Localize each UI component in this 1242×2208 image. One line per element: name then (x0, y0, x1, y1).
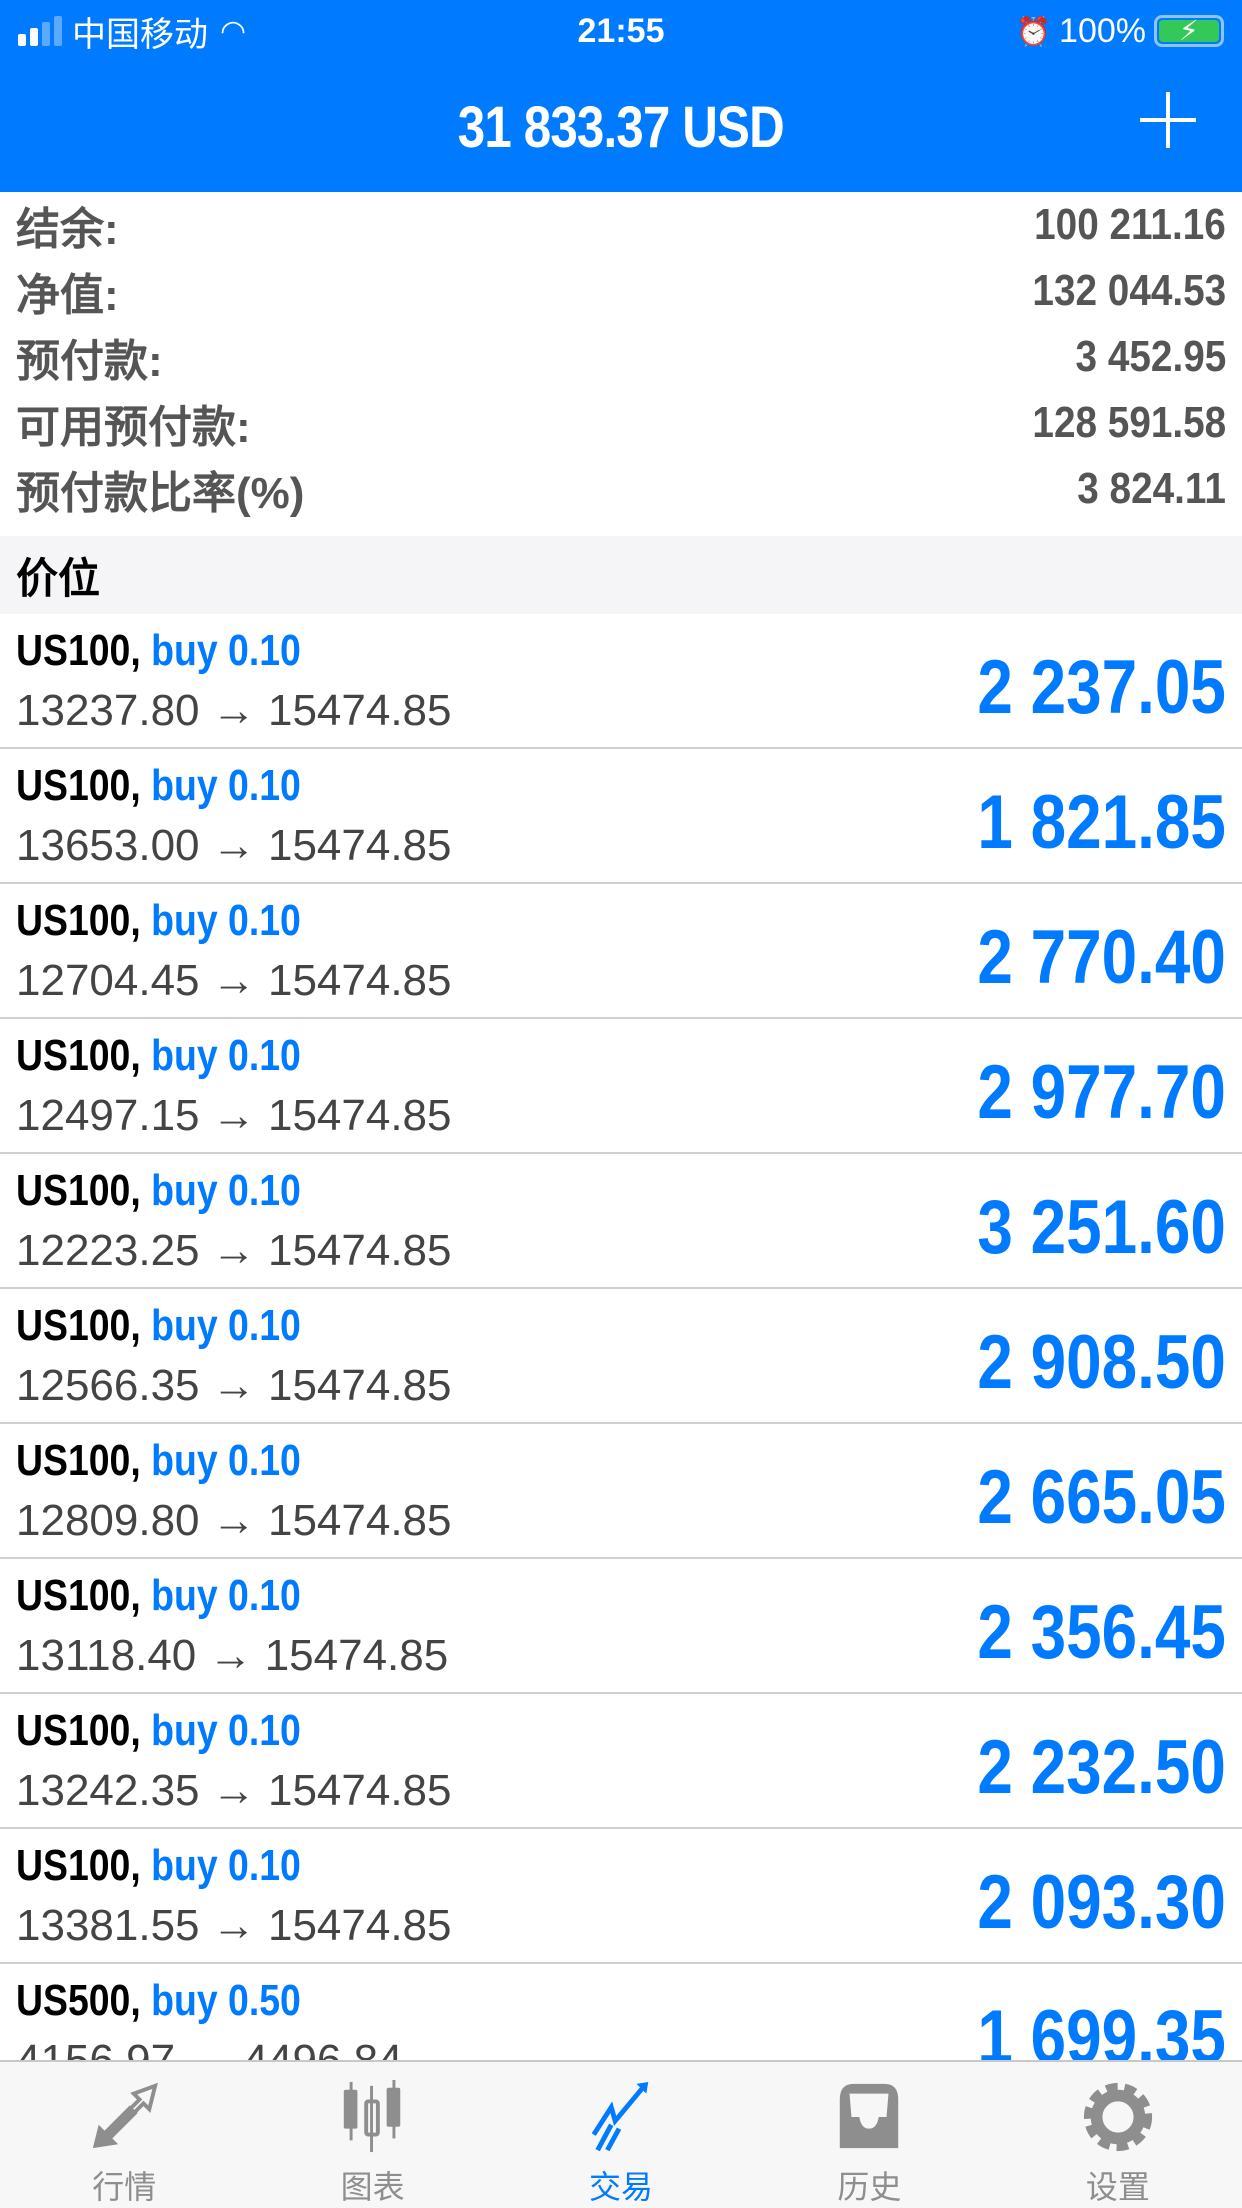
position-prices: 12566.35 → 15474.85 (16, 1361, 452, 1410)
position-side: buy 0.10 (151, 1706, 301, 1755)
position-row[interactable]: US100, buy 0.10 13653.00 → 15474.85 1 821.… (0, 749, 1242, 884)
tab-quotes[interactable]: 行情 (0, 2062, 248, 2208)
tab-label: 交易 (589, 2169, 654, 2205)
summary-row: 净值: 132 044.53 (16, 258, 1226, 324)
alarm-icon: ⏰ (1016, 15, 1052, 47)
position-symbol: US100, (16, 1571, 141, 1620)
summary-value: 3 452.95 (1075, 332, 1226, 381)
summary-value: 100 211.16 (1034, 200, 1226, 249)
position-row[interactable]: US100, buy 0.10 13237.80 → 15474.85 2 237.… (0, 614, 1242, 749)
position-profit: 2 665.05 (977, 1455, 1226, 1540)
position-symbol: US100, (16, 1841, 141, 1890)
position-row[interactable]: US100, buy 0.10 13381.55 → 15474.85 2 093.… (0, 1829, 1242, 1964)
battery-percent: 100% (1059, 11, 1146, 50)
top-bar: 中国移动 ◠ 21:55 ⏰ 100% ⚡ 31 833.37 USD (0, 0, 1242, 192)
position-prices: 13237.80 → 15474.85 (16, 686, 452, 735)
position-symbol: US100, (16, 1436, 141, 1485)
position-side: buy 0.10 (151, 1031, 301, 1080)
tab-charts[interactable]: 图表 (248, 2062, 496, 2208)
account-summary: 结余: 100 211.16 净值: 132 044.53 预付款: 3 452.95 可用… (0, 192, 1242, 522)
plus-icon[interactable] (1140, 92, 1196, 148)
summary-value: 132 044.53 (1032, 266, 1226, 315)
position-symbol: US100, (16, 761, 141, 810)
gear-icon (1083, 2082, 1152, 2152)
position-side: buy 0.10 (151, 761, 301, 810)
position-row[interactable]: US100, buy 0.10 12566.35 → 15474.85 2 908.… (0, 1289, 1242, 1424)
summary-row: 可用预付款: 128 591.58 (16, 390, 1226, 456)
position-side: buy 0.10 (151, 1436, 301, 1485)
summary-label: 净值: (16, 271, 119, 320)
position-side: buy 0.10 (151, 1166, 301, 1215)
positions-list: US100, buy 0.10 13237.80 → 15474.85 2 237.… (0, 614, 1242, 2099)
summary-row: 预付款比率(%) 3 824.11 (16, 456, 1226, 522)
position-row[interactable]: US100, buy 0.10 12809.80 → 15474.85 2 665.… (0, 1424, 1242, 1559)
summary-row: 预付款: 3 452.95 (16, 324, 1226, 390)
position-profit: 1 821.85 (977, 780, 1226, 865)
position-side: buy 0.10 (151, 1841, 301, 1890)
position-symbol: US100, (16, 626, 141, 675)
summary-label: 预付款: (16, 337, 163, 386)
summary-row: 结余: 100 211.16 (16, 192, 1226, 258)
position-profit: 2 093.30 (977, 1860, 1226, 1945)
signal-icon (18, 16, 62, 46)
section-header: 价位 (0, 536, 1242, 614)
battery-icon: ⚡ (1154, 15, 1224, 47)
position-profit: 2 908.50 (977, 1320, 1226, 1405)
tab-history[interactable]: 历史 (745, 2062, 993, 2208)
position-symbol: US100, (16, 1301, 141, 1350)
candlestick-chart-icon (343, 2080, 400, 2153)
position-prices: 13242.35 → 15474.85 (16, 1766, 452, 1815)
status-bar: 中国移动 ◠ 21:55 ⏰ 100% ⚡ (0, 0, 1242, 62)
position-side: buy 0.10 (151, 626, 301, 675)
tab-label: 图表 (340, 2169, 405, 2205)
wifi-icon: ◠ (220, 14, 247, 48)
position-row[interactable]: US100, buy 0.10 12704.45 → 15474.85 2 770.… (0, 884, 1242, 1019)
tab-label: 行情 (92, 2169, 157, 2205)
position-profit: 2 237.05 (977, 645, 1226, 730)
position-prices: 12809.80 → 15474.85 (16, 1496, 452, 1545)
page-title: 31 833.37 USD (457, 94, 785, 160)
position-symbol: US100, (16, 896, 141, 945)
tab-trade[interactable]: 交易 (497, 2062, 745, 2208)
trade-trend-icon (591, 2081, 649, 2152)
position-profit: 2 232.50 (977, 1725, 1226, 1810)
position-row[interactable]: US100, buy 0.10 12223.25 → 15474.85 3 251.… (0, 1154, 1242, 1289)
position-prices: 12497.15 → 15474.85 (16, 1091, 452, 1140)
position-profit: 3 251.60 (977, 1185, 1226, 1270)
position-prices: 12704.45 → 15474.85 (16, 956, 452, 1005)
position-side: buy 0.10 (151, 896, 301, 945)
position-symbol: US100, (16, 1166, 141, 1215)
tab-bar: 行情 图表 交易 历史 设置 (0, 2060, 1242, 2208)
position-profit: 2 977.70 (977, 1050, 1226, 1135)
position-prices: 13118.40 → 15474.85 (16, 1631, 449, 1680)
position-profit: 2 356.45 (977, 1590, 1226, 1675)
position-prices: 13653.00 → 15474.85 (16, 821, 452, 870)
tab-label: 设置 (1085, 2169, 1150, 2205)
tab-label: 历史 (837, 2169, 902, 2205)
summary-label: 预付款比率(%) (16, 469, 305, 518)
summary-label: 结余: (16, 205, 119, 254)
position-side: buy 0.50 (151, 1976, 301, 2025)
position-side: buy 0.10 (151, 1571, 301, 1620)
position-side: buy 0.10 (151, 1301, 301, 1350)
summary-value: 128 591.58 (1032, 398, 1226, 447)
summary-value: 3 824.11 (1077, 464, 1226, 513)
position-row[interactable]: US100, buy 0.10 13242.35 → 15474.85 2 232.… (0, 1694, 1242, 1829)
position-row[interactable]: US100, buy 0.10 12497.15 → 15474.85 2 977.… (0, 1019, 1242, 1154)
position-profit: 2 770.40 (977, 915, 1226, 1000)
summary-label: 可用预付款: (16, 403, 251, 452)
position-prices: 12223.25 → 15474.85 (16, 1226, 452, 1275)
position-symbol: US100, (16, 1706, 141, 1755)
history-inbox-icon (840, 2083, 899, 2149)
position-symbol: US500, (16, 1976, 141, 2025)
quotes-arrows-icon (93, 2082, 159, 2149)
tab-settings[interactable]: 设置 (994, 2062, 1242, 2208)
carrier: 中国移动 (72, 15, 208, 54)
position-row[interactable]: US100, buy 0.10 13118.40 → 15474.85 2 356.… (0, 1559, 1242, 1694)
position-symbol: US100, (16, 1031, 141, 1080)
position-prices: 13381.55 → 15474.85 (16, 1901, 452, 1950)
